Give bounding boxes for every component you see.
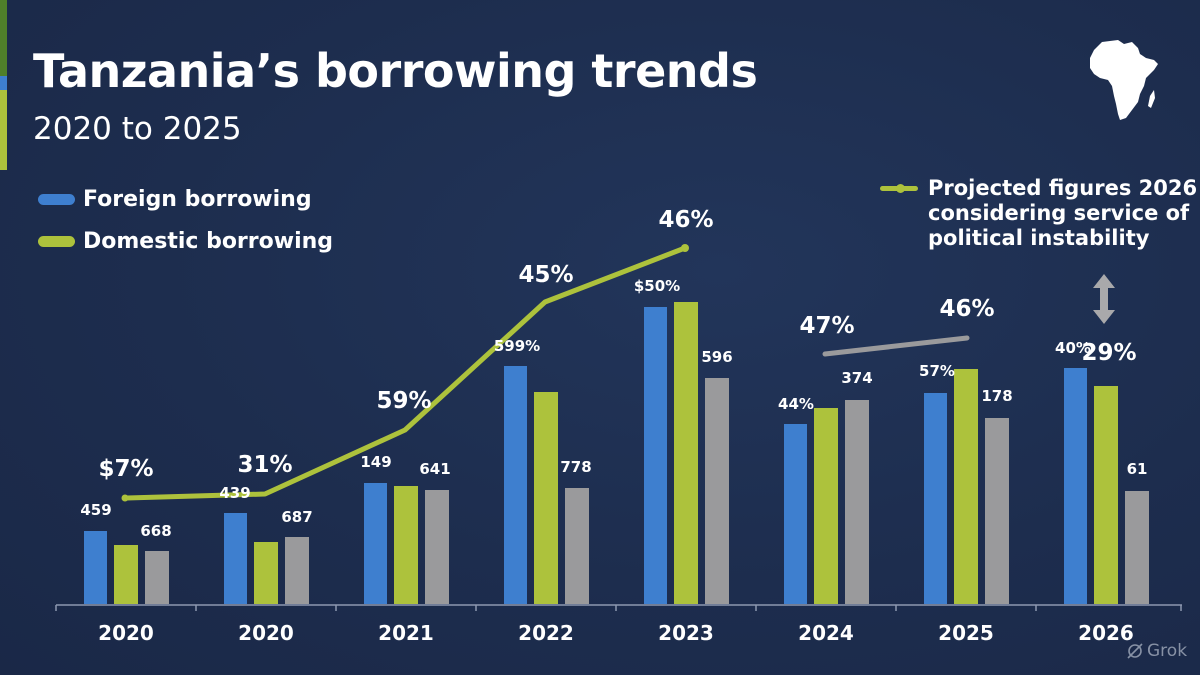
projection-line-3: political instability xyxy=(928,226,1150,250)
bar-domestic-2023 xyxy=(674,302,698,604)
chart-subtitle: 2020 to 2025 xyxy=(33,111,242,147)
value-label-foreign-2025: 57% xyxy=(919,362,955,380)
legend-label-domestic: Domestic borrowing xyxy=(83,229,334,254)
value-label-foreign-2020a: 459 xyxy=(80,501,112,519)
grok-logo-icon xyxy=(1127,643,1143,659)
value-label-foreign-2022: 599% xyxy=(493,337,541,355)
value-label-other-2024: 374 xyxy=(841,369,873,387)
bar-foreign-2020a xyxy=(84,531,107,604)
legend-swatch-domestic xyxy=(38,236,75,247)
bar-other-2026 xyxy=(1125,491,1149,604)
bar-domestic-2026 xyxy=(1094,386,1118,604)
bar-foreign-2022 xyxy=(504,366,527,604)
bar-other-2024 xyxy=(845,400,869,604)
bar-domestic-2020a xyxy=(114,545,138,604)
value-label-foreign-2020b: 439 xyxy=(219,484,251,502)
bar-other-2025 xyxy=(985,418,1009,604)
x-tick-label-1: 2020 xyxy=(238,621,294,645)
value-label-foreign-2021: 149 xyxy=(360,453,392,471)
value-label-other-2022: 778 xyxy=(560,458,592,476)
x-tick-label-6: 2025 xyxy=(938,621,994,645)
bar-other-2020a xyxy=(145,551,169,604)
legend-label-foreign: Foreign borrowing xyxy=(83,187,312,212)
bar-domestic-2020b xyxy=(254,542,278,604)
x-tick-label-5: 2024 xyxy=(798,621,854,645)
accent-strip-green xyxy=(0,0,7,76)
double-arrow-vertical-icon xyxy=(1093,274,1115,324)
x-tick-label-3: 2022 xyxy=(518,621,574,645)
accent-strip-blue xyxy=(0,76,7,90)
value-label-foreign-2024: 44% xyxy=(778,395,814,413)
bar-domestic-2025 xyxy=(954,369,978,604)
accent-strip-lime xyxy=(0,90,7,170)
value-label-other-2020a: 668 xyxy=(140,522,172,540)
value-label-foreign-2023: $50% xyxy=(633,277,681,295)
x-tick-label-7: 2026 xyxy=(1078,621,1134,645)
value-label-other-2020b: 687 xyxy=(281,508,313,526)
x-tick-label-4: 2023 xyxy=(658,621,714,645)
projection-dot-icon xyxy=(896,184,905,193)
legend-item-foreign: Foreign borrowing xyxy=(38,187,312,212)
x-axis xyxy=(55,604,1182,611)
legend-item-domestic: Domestic borrowing xyxy=(38,229,333,254)
value-label-other-2021: 641 xyxy=(419,460,451,478)
chart-title: Tanzania’s borrowing trends xyxy=(33,44,758,98)
bar-other-2023 xyxy=(705,378,729,604)
value-label-other-2023: 596 xyxy=(701,348,733,366)
projection-label-2024: 47% xyxy=(799,313,855,339)
bar-foreign-2023 xyxy=(644,307,667,604)
trend-label-2023: 46% xyxy=(658,207,714,233)
trend-label-2022: 45% xyxy=(518,262,574,288)
bar-foreign-2024 xyxy=(784,424,807,604)
value-label-foreign-2026: 40% xyxy=(1055,339,1091,357)
x-tick-label-0: 2020 xyxy=(98,621,154,645)
bar-other-2021 xyxy=(425,490,449,604)
bar-other-2022 xyxy=(565,488,589,604)
value-label-other-2025: 178 xyxy=(981,387,1013,405)
bar-domestic-2022 xyxy=(534,392,558,604)
bar-foreign-2021 xyxy=(364,483,387,604)
annotation-label-2026: 29% xyxy=(1081,340,1137,366)
bar-foreign-2026 xyxy=(1064,368,1087,604)
watermark: Grok xyxy=(1126,641,1187,661)
trend-label-2021: 59% xyxy=(376,388,432,414)
trend-label-2020b: 31% xyxy=(237,452,293,478)
bar-foreign-2020b xyxy=(224,513,247,604)
legend-swatch-foreign xyxy=(38,194,75,205)
watermark-text: Grok xyxy=(1147,641,1188,661)
bar-domestic-2021 xyxy=(394,486,418,604)
bar-other-2020b xyxy=(285,537,309,604)
x-tick-label-2: 2021 xyxy=(378,621,434,645)
value-label-other-2026: 61 xyxy=(1126,460,1148,478)
projection-line-1: Projected figures 2026 xyxy=(928,176,1198,200)
trend-line-start-dot xyxy=(121,494,129,502)
trend-line-end-dot xyxy=(681,244,689,252)
africa-map-icon xyxy=(1090,40,1158,120)
bar-domestic-2024 xyxy=(814,408,838,604)
bar-foreign-2025 xyxy=(924,393,947,604)
projection-segment xyxy=(822,335,970,357)
trend-line xyxy=(122,245,688,501)
projection-line-2: considering service of xyxy=(928,201,1190,225)
projection-label-2025: 46% xyxy=(939,296,995,322)
legend-projection: Projected figures 2026 considering servi… xyxy=(880,176,1197,251)
trend-label-2020a: $7% xyxy=(98,456,154,482)
